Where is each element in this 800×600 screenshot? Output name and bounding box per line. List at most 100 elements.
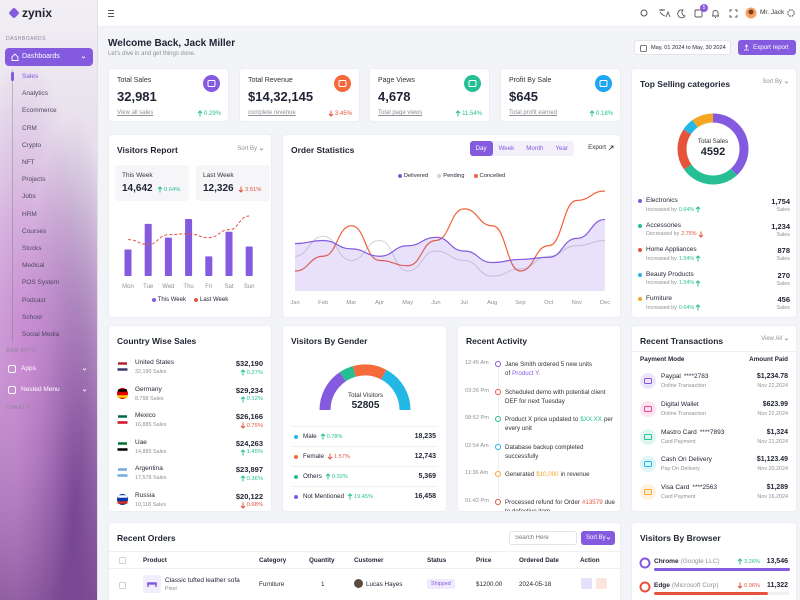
recent-transactions: Recent Transactions View All Payment Mode A… xyxy=(631,325,797,512)
gender-row: Male 0.78% xyxy=(303,433,343,440)
column-header: Payment Mode xyxy=(640,356,685,363)
chevron-shape xyxy=(82,368,87,371)
checkbox[interactable] xyxy=(119,557,126,564)
menu-item[interactable]: Projects xyxy=(22,176,46,184)
category-name: Beauty Products xyxy=(646,270,694,278)
sort-by[interactable]: Sort By xyxy=(237,146,257,152)
menu-group[interactable]: Apps xyxy=(21,365,36,372)
menu-item[interactable]: Sales xyxy=(22,73,39,80)
trend-arrow xyxy=(240,502,245,509)
change: 0.75% xyxy=(240,422,263,429)
change: 0.29% xyxy=(197,110,221,117)
chevron xyxy=(784,81,789,84)
menu-item[interactable]: NFT xyxy=(22,159,35,166)
search-input[interactable] xyxy=(509,531,577,545)
bell-icon[interactable] xyxy=(712,10,719,18)
menu-icon[interactable] xyxy=(108,10,114,17)
stat-link[interactable]: complete revenue xyxy=(248,110,296,116)
menu-group[interactable]: Nested Menu xyxy=(21,386,60,393)
menu-item[interactable]: Stocks xyxy=(22,245,42,252)
menu-item[interactable]: Podcast xyxy=(22,296,46,304)
menu-item[interactable]: School xyxy=(22,313,42,321)
menu-item[interactable]: Jobs xyxy=(22,193,36,201)
menu-item[interactable]: Crypto xyxy=(22,141,42,149)
payment-icon-bg xyxy=(640,484,656,501)
tab[interactable]: Year xyxy=(555,145,568,152)
activity-main: Product X price updated to xyxy=(505,416,579,423)
brand: zynix xyxy=(22,6,53,20)
activity-main: Processed refund for Order xyxy=(505,498,580,506)
checkbox[interactable] xyxy=(119,582,126,589)
payment-name: Digital Wallet xyxy=(661,401,699,408)
status-badge: Shipped xyxy=(427,579,455,589)
stat-link[interactable]: Total profit earned xyxy=(509,110,558,116)
tab[interactable]: Day xyxy=(469,141,493,156)
tab[interactable]: Month xyxy=(526,145,544,152)
stat-icon-shape xyxy=(599,80,608,87)
chevron xyxy=(82,368,87,371)
category-value: 1,234 xyxy=(771,221,790,231)
arrow-shape xyxy=(698,231,703,238)
row-divider xyxy=(291,466,438,467)
trend-arrow xyxy=(328,110,334,117)
tab[interactable]: Week xyxy=(498,145,515,152)
change: 0.12% xyxy=(240,395,263,403)
search-icon[interactable] xyxy=(640,9,648,17)
change: 1.45% xyxy=(240,448,263,456)
view-all[interactable]: View All xyxy=(761,336,782,342)
menu-active[interactable]: Dashboards xyxy=(5,48,93,66)
trend-arrow xyxy=(698,231,703,238)
theme-icon[interactable] xyxy=(677,9,686,19)
change-value: 1.45% xyxy=(246,449,263,455)
stat-value: 4,678 xyxy=(378,89,411,104)
fullscreen-icon[interactable] xyxy=(729,9,738,18)
menu-item[interactable]: POS System xyxy=(22,279,60,287)
change: 1.57% xyxy=(327,453,350,460)
menu-item[interactable]: Social Media xyxy=(22,331,60,338)
user-name[interactable]: Mr. Jack xyxy=(760,9,785,16)
browser-label: Edge xyxy=(654,582,670,589)
donut-segment xyxy=(339,366,356,382)
payment-amount: $1,123.49 xyxy=(756,456,788,464)
menu-item[interactable]: Analytics xyxy=(22,90,49,98)
payment-date: Nov 22,2024 xyxy=(757,383,788,389)
top-selling: Top Selling categories Sort By Total Sales… xyxy=(631,68,797,318)
change: 0.68% xyxy=(240,502,263,509)
export-icon xyxy=(744,44,749,51)
avatar-face xyxy=(748,9,754,15)
arrow-shape xyxy=(240,369,245,376)
top-header: 5 Mr. Jack xyxy=(98,0,800,27)
area-fill xyxy=(295,219,605,291)
payment-icon-bg xyxy=(640,373,656,389)
view-action[interactable] xyxy=(581,578,592,589)
edit-action[interactable] xyxy=(596,578,607,589)
x-tick-label: Sat xyxy=(224,284,233,290)
visitors-gender: Visitors By Gender Total Visitors 52805 Mal… xyxy=(282,325,447,512)
date-range[interactable]: May, 01 2024 to May, 30 2024 xyxy=(634,40,731,55)
legend-item: Pending xyxy=(437,173,465,179)
menu-item[interactable]: Ecommerce xyxy=(22,107,57,115)
stat-link[interactable]: View all sales xyxy=(117,110,154,116)
sort-button[interactable]: Sort By xyxy=(581,531,615,545)
change: 1.54% xyxy=(679,280,701,287)
timeline-dot xyxy=(495,361,501,367)
menu-item[interactable]: Courses xyxy=(22,227,47,235)
menu-item[interactable]: Medical xyxy=(22,262,45,270)
export-link[interactable]: Export xyxy=(588,144,606,151)
language-icon[interactable] xyxy=(659,9,671,18)
trend-arrow xyxy=(695,206,701,213)
chevron-shape xyxy=(259,148,264,151)
sort-by[interactable]: Sort By xyxy=(762,79,782,85)
category-change: Increased by 0.64% xyxy=(646,304,701,311)
arrow-shape xyxy=(695,206,701,213)
settings-icon[interactable] xyxy=(787,9,795,17)
menu-item[interactable]: HRM xyxy=(22,210,37,218)
stat-link[interactable]: Total page views xyxy=(378,110,423,116)
change-value: 3.51% xyxy=(245,186,262,193)
export-button[interactable]: Export report xyxy=(738,40,796,55)
cart-icon[interactable] xyxy=(694,9,703,18)
activity-time: 03:26 Pm xyxy=(465,387,489,394)
menu-item[interactable]: CRM xyxy=(22,124,37,132)
payment-icon-bg xyxy=(640,400,656,417)
bar xyxy=(144,223,152,276)
